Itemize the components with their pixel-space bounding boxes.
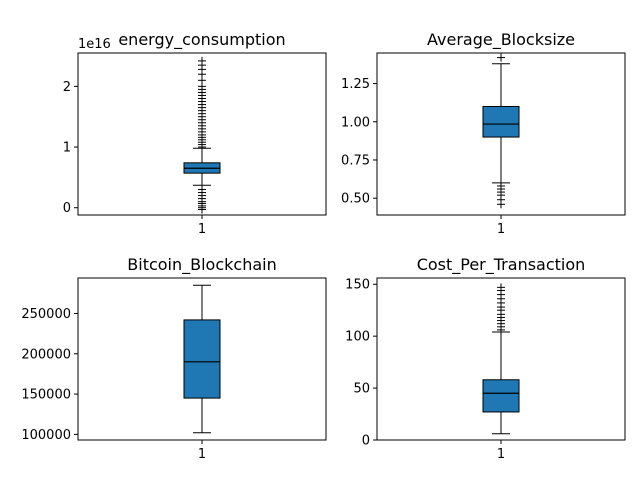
y-tick-label: 0 bbox=[362, 434, 370, 449]
chart-title: Bitcoin_Blockchain bbox=[127, 255, 276, 275]
y-tick-label: 0.50 bbox=[341, 192, 370, 207]
y-tick-label: 100000 bbox=[21, 428, 71, 443]
y-tick-label: 200000 bbox=[21, 347, 71, 362]
iqr-box bbox=[482, 379, 520, 413]
iqr-box bbox=[183, 319, 221, 399]
iqr-box bbox=[482, 105, 520, 138]
y-tick-label: 2 bbox=[63, 80, 71, 95]
y-tick-label: 250000 bbox=[21, 307, 71, 322]
y-tick-label: 0 bbox=[63, 201, 71, 216]
flier-point bbox=[198, 56, 206, 65]
subplot-4: Cost_Per_Transaction 0 50 100 150 1 bbox=[345, 255, 626, 462]
y-tick-label: 150 bbox=[345, 278, 370, 293]
y-tick-label: 1.25 bbox=[341, 77, 370, 92]
y-tick-label: 150000 bbox=[21, 388, 71, 403]
y-tick-label: 0.75 bbox=[341, 153, 370, 168]
y-tick-label: 1.00 bbox=[341, 115, 370, 130]
flier-point bbox=[497, 200, 505, 209]
x-tick-label: 1 bbox=[198, 222, 206, 237]
chart-title: Average_Blocksize bbox=[427, 30, 575, 50]
chart-title: energy_consumption bbox=[118, 30, 285, 50]
y-tick-label: 1 bbox=[63, 141, 71, 156]
x-tick-label: 1 bbox=[198, 447, 206, 462]
subplot-1: energy_consumption 1e16 0 1 2 1 bbox=[63, 30, 327, 237]
y-offset-label: 1e16 bbox=[78, 37, 111, 52]
subplot-2: Average_Blocksize 0.50 0.75 1.00 1.25 1 bbox=[341, 30, 626, 237]
x-tick-label: 1 bbox=[497, 447, 505, 462]
y-tick-label: 50 bbox=[353, 382, 370, 397]
flier-point bbox=[497, 53, 505, 62]
x-tick-label: 1 bbox=[497, 222, 505, 237]
subplot-3: Bitcoin_Blockchain 100000 150000 200000 2500… bbox=[21, 255, 327, 462]
flier-point bbox=[198, 205, 206, 214]
y-tick-label: 100 bbox=[345, 330, 370, 345]
chart-title: Cost_Per_Transaction bbox=[417, 255, 586, 275]
flier-point bbox=[497, 283, 505, 292]
